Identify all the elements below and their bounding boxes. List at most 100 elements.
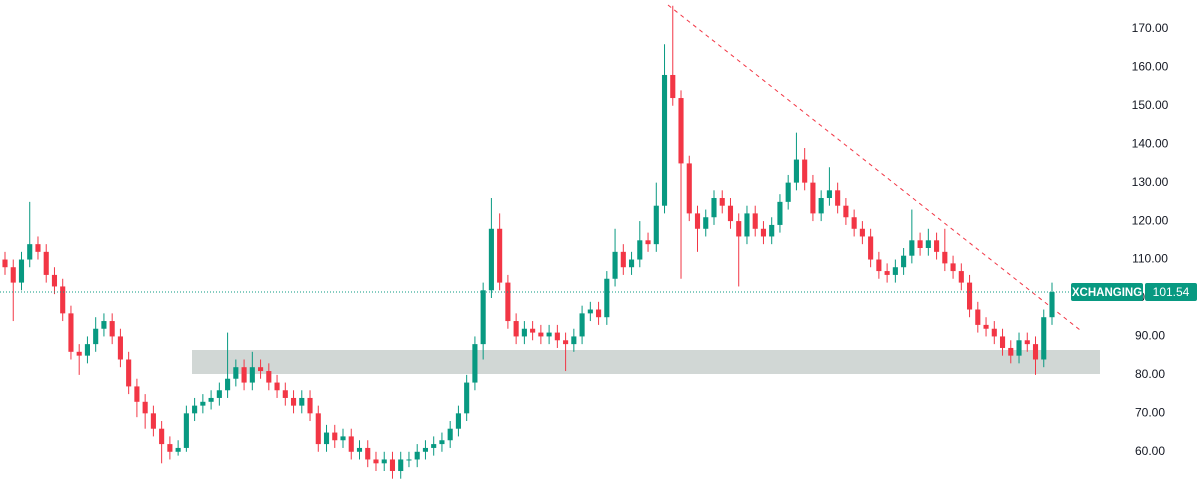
candle-body: [1032, 344, 1039, 360]
candle-body: [76, 351, 82, 356]
y-tick-label: 110.00: [1132, 252, 1168, 266]
candle-body: [35, 244, 41, 252]
candle-body: [307, 397, 313, 414]
candle-body: [925, 240, 931, 248]
candle-body: [134, 386, 140, 402]
candle-body: [628, 259, 635, 268]
candle-body: [431, 444, 437, 448]
candle-body: [851, 217, 857, 229]
y-tick-label: 90.00: [1135, 329, 1165, 343]
candle-body: [596, 309, 602, 318]
candle-body: [917, 240, 923, 248]
y-tick-label: 140.00: [1132, 136, 1169, 150]
candle-body: [299, 397, 305, 406]
candle-body: [744, 213, 750, 237]
candle-body: [810, 182, 816, 214]
candle-body: [365, 447, 371, 460]
candle-body: [208, 397, 214, 402]
candle-body: [661, 74, 668, 206]
candle-body: [670, 74, 676, 99]
candle-body: [332, 432, 338, 441]
candle-body: [653, 205, 659, 245]
candle-body: [934, 240, 940, 252]
symbol-label-box: [1071, 283, 1143, 302]
candle-body: [1041, 317, 1047, 360]
candle-body: [950, 263, 956, 272]
candle-body: [703, 217, 709, 229]
y-tick-label: 80.00: [1135, 367, 1165, 381]
candle-body: [183, 413, 189, 448]
plot-area: 60.0070.0080.0090.00100.00110.00120.0013…: [0, 5, 1197, 479]
candle-body: [587, 309, 593, 314]
candle-body: [422, 447, 429, 452]
candle-body: [868, 236, 874, 260]
candle-body: [835, 190, 841, 206]
candle-body: [126, 359, 132, 387]
candle-body: [571, 336, 577, 345]
candle-body: [694, 213, 701, 229]
candle-body: [323, 432, 330, 445]
candle-body: [381, 459, 387, 464]
support-zone: [192, 350, 1100, 374]
candle-body: [719, 198, 725, 206]
candle-body: [101, 321, 107, 329]
candle-body: [84, 344, 90, 356]
candle-body: [274, 382, 280, 391]
candle-body: [563, 340, 569, 345]
candle-body: [447, 428, 453, 441]
candle-body: [249, 367, 255, 383]
candle-body: [18, 259, 25, 283]
candle-body: [290, 397, 297, 406]
candle-body: [505, 282, 511, 322]
candle-body: [686, 163, 692, 214]
candle-body: [455, 413, 461, 429]
candle-body: [554, 332, 560, 341]
candle-body: [859, 228, 865, 237]
candle-body: [760, 228, 767, 237]
candle-body: [637, 240, 643, 260]
candle-body: [604, 278, 610, 318]
candle-body: [51, 274, 58, 287]
price-label: 101.54: [1153, 285, 1190, 299]
candle-body: [711, 198, 717, 218]
candle-body: [843, 205, 849, 218]
candle-body: [497, 228, 503, 283]
candle-body: [464, 382, 470, 414]
candle-body: [2, 259, 8, 268]
candle-body: [398, 459, 404, 472]
candle-body: [521, 328, 527, 337]
price-label-box: [1145, 283, 1197, 302]
candle-body: [200, 401, 206, 406]
candle-body: [958, 271, 964, 283]
candle-body: [356, 447, 363, 452]
candle-body: [538, 332, 544, 337]
y-tick-label: 150.00: [1132, 98, 1169, 112]
y-tick-label: 170.00: [1132, 21, 1169, 35]
candle-body: [1049, 292, 1055, 318]
candle-body: [258, 367, 264, 372]
candle-body: [216, 390, 222, 398]
candle-body: [612, 251, 618, 279]
candle-body: [999, 336, 1006, 348]
candle-body: [233, 367, 239, 379]
y-tick-label: 70.00: [1135, 406, 1165, 420]
candle-body: [645, 240, 651, 245]
candle-body: [348, 436, 354, 452]
candle-body: [876, 259, 882, 272]
candle-body: [68, 313, 74, 352]
candle-body: [793, 159, 799, 183]
candle-body: [43, 251, 49, 275]
candle-body: [488, 228, 494, 291]
candle-body: [818, 198, 824, 214]
candle-body: [175, 447, 181, 452]
candle-body: [414, 451, 420, 460]
candle-body: [192, 405, 198, 414]
candle-body: [530, 328, 536, 333]
candle-body: [546, 332, 552, 337]
candle-body: [991, 328, 997, 337]
candle-body: [389, 459, 396, 472]
candle-body: [892, 267, 898, 275]
y-tick-label: 120.00: [1132, 213, 1169, 227]
y-tick-label: 160.00: [1132, 59, 1169, 73]
